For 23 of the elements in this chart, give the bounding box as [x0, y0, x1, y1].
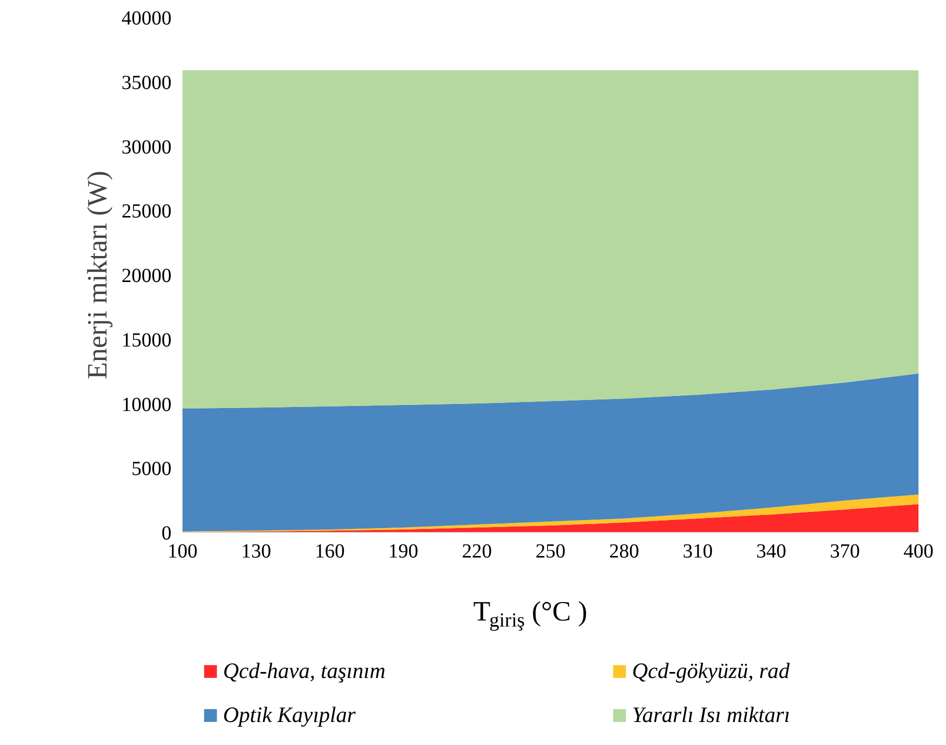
y-tick-label: 25000	[122, 200, 172, 223]
x-tick-label: 190	[388, 540, 418, 562]
y-tick-label: 30000	[122, 136, 172, 158]
y-tick-label: 5000	[132, 458, 172, 480]
y-tick-label: 40000	[122, 8, 172, 30]
y-tick-label: 20000	[122, 265, 172, 287]
y-axis-title: Enerji miktarı (W)	[82, 170, 114, 380]
x-tick-label: 310	[682, 540, 713, 562]
legend-label: Yararlı Isı miktarı	[632, 702, 792, 728]
legend-label: Optik Kayıplar	[223, 702, 357, 728]
x-tick-label: 400	[904, 540, 934, 562]
x-tick-label: 370	[830, 540, 860, 562]
x-tick-label: 220	[462, 540, 492, 562]
y-tick-label: 15000	[122, 329, 172, 352]
x-tick-label: 280	[609, 540, 640, 562]
legend-label: Qcd-gökyüzü, rad	[632, 658, 791, 684]
x-tick-label: 130	[241, 540, 272, 562]
y-tick-label: 10000	[122, 394, 172, 416]
x-tick-label: 340	[756, 540, 786, 562]
x-tick-label: 160	[314, 540, 345, 562]
x-tick-label: 250	[536, 540, 566, 562]
legend-label: Qcd-hava, taşınım	[223, 658, 387, 684]
y-tick-label: 35000	[122, 72, 172, 94]
